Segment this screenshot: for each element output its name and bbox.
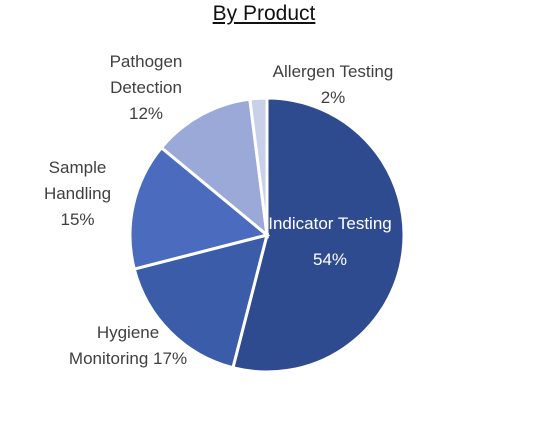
chart-title: By Product — [212, 2, 316, 25]
chart-title-box: By Product — [0, 2, 534, 26]
category-label: Hygiene Monitoring — [68, 323, 160, 368]
value-label: 54% — [312, 250, 348, 269]
slice-label: Sample Handling 15% — [30, 155, 125, 233]
pie-slice — [159, 97, 269, 239]
pie-slice — [128, 145, 271, 271]
pie-slice — [132, 232, 270, 370]
value-label: 17% — [153, 349, 188, 368]
slice-label: Pathogen Detection 12% — [90, 49, 202, 127]
value-label: 12% — [128, 104, 164, 123]
pie-slice — [231, 96, 406, 374]
value-label: 2% — [320, 88, 346, 107]
slice-label: Allergen Testing 2% — [245, 59, 421, 111]
slice-label: Indicator Testing 54% — [268, 211, 392, 273]
category-label: Indicator Testing — [268, 214, 392, 233]
category-label: Allergen Testing — [272, 62, 394, 81]
value-label: 15% — [60, 210, 95, 229]
category-label: Pathogen Detection — [109, 52, 183, 97]
pie-slice — [248, 96, 269, 236]
slice-label: Hygiene Monitoring 17% — [58, 320, 198, 372]
category-label: Sample Handling — [43, 158, 112, 203]
